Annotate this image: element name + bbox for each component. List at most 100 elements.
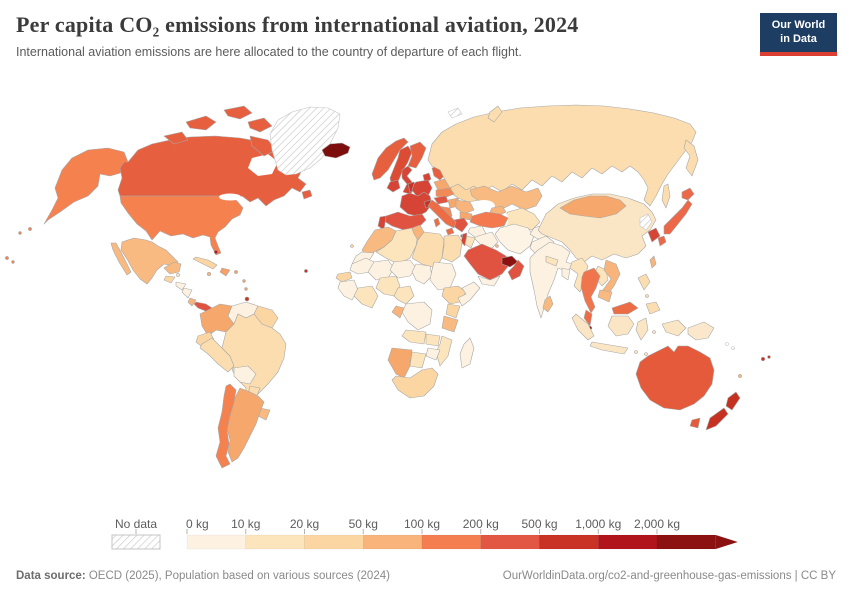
country-taiwan[interactable] [649, 255, 657, 269]
country-sardinia[interactable] [433, 217, 441, 228]
country-canary-islands[interactable] [350, 244, 354, 248]
country-botswana[interactable] [409, 351, 427, 369]
country-japan-honshu[interactable] [663, 199, 693, 235]
country-japan-kyushu[interactable] [657, 235, 667, 247]
country-sumatra[interactable] [571, 313, 595, 341]
legend-bin-0[interactable] [186, 534, 246, 550]
country-zimbabwe[interactable] [425, 347, 441, 361]
country-usa[interactable] [119, 195, 244, 256]
country-bahamas[interactable] [213, 249, 219, 255]
country-belize[interactable] [176, 273, 180, 277]
country-nicaragua[interactable] [181, 287, 193, 299]
legend-no-data-swatch[interactable] [111, 534, 161, 550]
country-oman[interactable] [507, 259, 525, 281]
country-baja-california[interactable] [110, 242, 132, 276]
country-north-korea[interactable] [639, 213, 653, 231]
country-greenland[interactable] [269, 106, 341, 176]
country-yemen[interactable] [477, 275, 501, 287]
country-canada-arctic[interactable] [223, 105, 253, 120]
country-somalia[interactable] [457, 281, 481, 307]
country-thailand[interactable] [580, 267, 601, 314]
country-norway[interactable] [371, 137, 409, 181]
country-morocco[interactable] [361, 226, 397, 257]
country-iceland[interactable] [321, 142, 351, 159]
legend-bin-6[interactable] [539, 534, 599, 550]
country-egypt[interactable] [441, 234, 463, 263]
country-madagascar[interactable] [459, 337, 475, 369]
country-kalimantan[interactable] [607, 315, 635, 337]
country-turkey[interactable] [469, 211, 509, 229]
country-alaska[interactable] [43, 147, 129, 225]
country-costa-rica[interactable] [187, 297, 197, 307]
country-papua-new-guinea[interactable] [687, 321, 715, 341]
country-canada-arctic[interactable] [247, 117, 273, 133]
legend-bin-7[interactable] [598, 534, 658, 550]
country-trinidad[interactable] [244, 296, 250, 302]
country-iran[interactable] [494, 223, 535, 255]
country-italy[interactable] [427, 199, 457, 229]
country-sri-lanka[interactable] [542, 295, 554, 313]
country-niger[interactable] [389, 259, 417, 279]
country-jordan[interactable] [464, 235, 476, 249]
country-ireland[interactable] [386, 179, 401, 193]
country-dr-congo[interactable] [401, 301, 433, 331]
country-nepal[interactable] [545, 255, 559, 267]
country-new-zealand-north[interactable] [725, 391, 741, 411]
country-angola[interactable] [401, 329, 427, 345]
country-austria[interactable] [433, 195, 449, 205]
country-visayas[interactable] [645, 294, 649, 298]
country-luzon[interactable] [637, 273, 651, 291]
country-new-zealand-south[interactable] [705, 407, 729, 431]
country-java[interactable] [589, 341, 629, 355]
country-moluccas[interactable] [652, 330, 656, 334]
country-sulawesi[interactable] [635, 317, 649, 341]
legend-bin-3[interactable] [363, 534, 423, 550]
country-bolivia[interactable] [233, 365, 257, 385]
country-sakhalin[interactable] [661, 183, 671, 209]
country-senegal[interactable] [335, 271, 353, 283]
country-bermuda[interactable] [304, 269, 308, 273]
country-canada-arctic[interactable] [163, 131, 189, 145]
country-lesser-sunda[interactable] [644, 352, 648, 356]
country-mexico[interactable] [120, 237, 179, 285]
country-lesser-sunda[interactable] [634, 350, 638, 354]
legend-bin-8[interactable] [656, 534, 716, 550]
country-qatar-uae[interactable] [501, 255, 519, 268]
country-australia[interactable] [635, 345, 715, 411]
country-malaysia-borneo[interactable] [611, 301, 639, 315]
country-zambia[interactable] [425, 333, 441, 347]
country-finland[interactable] [407, 141, 427, 169]
country-mongolia[interactable] [559, 195, 627, 219]
country-novaya-zemlya[interactable] [487, 105, 503, 123]
country-namibia[interactable] [387, 347, 413, 379]
country-jamaica[interactable] [207, 271, 212, 276]
country-kamchatka[interactable] [683, 139, 699, 177]
country-south-africa[interactable] [391, 367, 439, 399]
country-spain[interactable] [383, 211, 427, 231]
country-czechia-slovakia[interactable] [435, 187, 455, 199]
country-svalbard[interactable] [447, 107, 463, 119]
country-saudi-arabia[interactable] [463, 243, 511, 281]
legend-bin-4[interactable] [421, 534, 481, 550]
country-ivory-coast-ghana[interactable] [353, 285, 379, 309]
country-lesser-antilles[interactable] [244, 287, 248, 291]
country-newfoundland[interactable] [301, 189, 313, 200]
country-sicily[interactable] [445, 227, 455, 236]
country-hispaniola[interactable] [219, 267, 231, 277]
country-guinea-region[interactable] [337, 279, 359, 301]
country-kenya[interactable] [445, 303, 461, 319]
country-baffin-island[interactable] [249, 135, 277, 157]
country-aleutians[interactable] [28, 227, 32, 231]
country-lesser-antilles[interactable] [242, 279, 246, 283]
country-japan-hokkaido[interactable] [681, 187, 695, 201]
country-peru[interactable] [199, 337, 235, 373]
country-india[interactable] [529, 241, 573, 319]
country-honduras[interactable] [175, 281, 187, 291]
country-puerto-rico[interactable] [234, 270, 238, 274]
country-hawaii[interactable] [5, 256, 9, 260]
country-chad[interactable] [411, 263, 433, 285]
country-mindanao[interactable] [645, 301, 661, 315]
country-new-caledonia[interactable] [738, 374, 742, 378]
footer-link[interactable]: OurWorldinData.org/co2-and-greenhouse-ga… [502, 570, 836, 582]
country-fiji[interactable] [760, 356, 766, 362]
